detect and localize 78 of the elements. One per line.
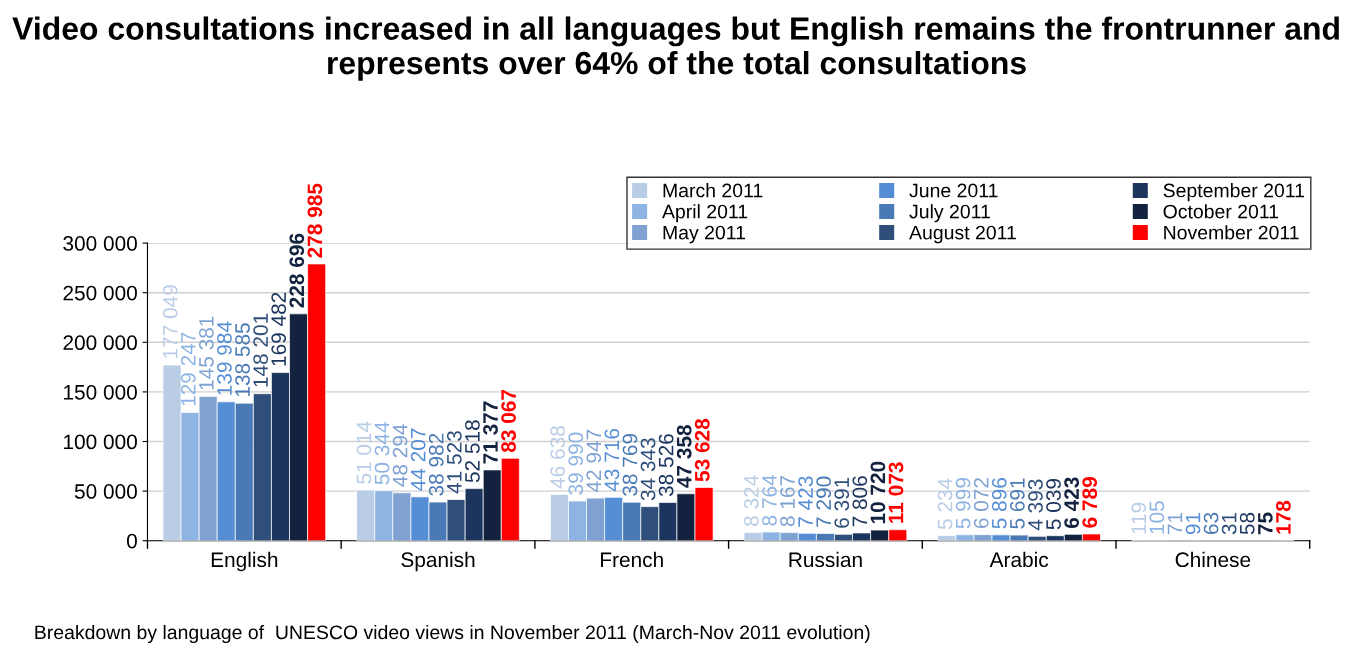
data-label: 119	[1131, 502, 1147, 534]
data-label: 7 290	[816, 476, 832, 527]
y-tick-label: 0	[126, 533, 137, 549]
data-label: 42 947	[586, 429, 602, 493]
data-label: 91	[1185, 512, 1201, 535]
legend-label: October 2011	[1163, 204, 1279, 219]
x-tick-label: Chinese	[1175, 551, 1251, 568]
data-label: 6 391	[834, 477, 850, 528]
data-label: 44 207	[410, 428, 426, 491]
data-label: 63	[1203, 512, 1219, 535]
data-label: 48 294	[392, 424, 408, 487]
data-label: 145 381	[199, 316, 214, 390]
data-label: 46 638	[550, 426, 566, 489]
legend-label: June 2011	[909, 183, 998, 198]
data-label: 6 789	[1082, 477, 1098, 528]
data-label: 8 167	[780, 475, 795, 527]
data-label: 6 072	[973, 478, 989, 529]
data-label: 4 393	[1028, 479, 1043, 531]
data-label: 129 247	[180, 332, 196, 406]
data-label: 43 716	[604, 428, 620, 492]
y-tick-label: 100 000	[64, 434, 137, 450]
legend-label: April 2011	[662, 204, 748, 223]
data-label: 6 423	[1064, 477, 1080, 529]
data-label: 31	[1221, 512, 1237, 535]
data-label: 7 423	[798, 476, 813, 527]
x-tick-label: Arabic	[989, 551, 1049, 568]
data-label: 41 523	[446, 431, 462, 494]
data-label: 50 344	[374, 422, 390, 485]
data-label: 83 067	[501, 389, 516, 453]
chart-title: Video consultations increased in all languages but English remains the frontrunner and represents over 64% of the total consultations	[12, 16, 1339, 81]
y-tick-label: 200 000	[63, 335, 137, 351]
data-label: 38 982	[428, 433, 444, 496]
data-label: 278 985	[307, 183, 323, 258]
data-label: 177 049	[162, 285, 178, 358]
data-label: 5 896	[991, 478, 1007, 529]
legend-label: May 2011	[663, 225, 745, 244]
data-label: 51 014	[356, 421, 372, 484]
data-label: 139 984	[217, 321, 232, 395]
data-label: 39 990	[568, 432, 584, 495]
data-label: 75	[1258, 512, 1273, 535]
x-tick-label: Spanish	[401, 551, 475, 572]
data-label: 178	[1276, 500, 1291, 534]
data-label: 34 343	[640, 438, 656, 501]
data-label: 38 526	[658, 434, 674, 497]
x-tick-label: Russian	[789, 551, 862, 568]
data-label: 148 201	[253, 313, 268, 387]
data-label: 11 073	[888, 462, 904, 523]
x-tick-label: French	[601, 551, 663, 568]
y-tick-label: 50 000	[74, 484, 137, 499]
data-label: 58	[1239, 512, 1255, 535]
data-label: 5 999	[955, 478, 971, 529]
legend-label: July 2011	[909, 204, 990, 223]
y-tick-label: 250 000	[63, 285, 137, 301]
data-label: 47 358	[676, 425, 692, 488]
data-label: 8 764	[762, 474, 777, 526]
x-tick-label: English	[211, 551, 278, 572]
legend-label: August 2011	[909, 225, 1016, 244]
data-label: 138 585	[235, 323, 250, 397]
data-label: 53 628	[694, 418, 710, 482]
data-label: 8 324	[743, 475, 759, 526]
data-label: 5 691	[1009, 478, 1025, 529]
data-label: 38 769	[622, 433, 638, 496]
data-label: 52 518	[465, 420, 480, 483]
data-label: 10 720	[870, 461, 886, 524]
data-label: 5 039	[1046, 479, 1061, 530]
y-tick-label: 300 000	[63, 236, 137, 251]
data-label: 5 234	[937, 478, 953, 530]
data-label: 228 696	[289, 233, 305, 308]
legend-label: March 2011	[663, 183, 763, 198]
data-label: 169 482	[271, 292, 287, 366]
legend-label: September 2011	[1163, 183, 1305, 202]
y-tick-label: 150 000	[64, 384, 137, 400]
data-label: 71 377	[483, 401, 498, 464]
data-label: 7 806	[852, 476, 868, 527]
text: Breakdown by language of UNESCO video views in November 2011 (March-Nov 2011 evolution)	[35, 624, 870, 644]
data-label: 71	[1167, 512, 1183, 535]
data-label: 105	[1149, 501, 1165, 534]
legend-label: November 2011	[1164, 225, 1299, 240]
